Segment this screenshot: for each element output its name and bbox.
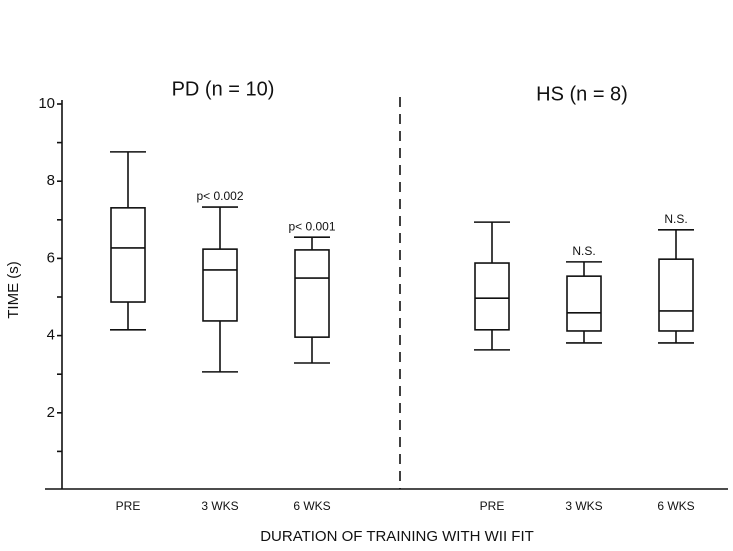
x-axis-label: DURATION OF TRAINING WITH WII FIT: [260, 528, 534, 545]
y-tick-label: 2: [47, 404, 55, 421]
y-tick-label: 10: [38, 95, 55, 112]
box: [658, 258, 694, 332]
y-axis-label: TIME (s): [5, 261, 22, 319]
annotation: p< 0.002: [196, 189, 243, 203]
group-title: PD (n = 10): [172, 78, 275, 100]
x-tick-label: PRE: [480, 499, 505, 513]
group-title: HS (n = 8): [536, 83, 628, 105]
box: [202, 248, 238, 322]
y-tick-label: 8: [47, 172, 55, 189]
x-tick-label: 6 WKS: [657, 499, 694, 513]
box: [566, 275, 602, 332]
x-tick-label: 3 WKS: [201, 499, 238, 513]
x-tick-label: 3 WKS: [565, 499, 602, 513]
y-tick-label: 6: [47, 249, 55, 266]
x-tick-label: PRE: [116, 499, 141, 513]
x-tick-label: 6 WKS: [293, 499, 330, 513]
annotation: N.S.: [572, 244, 595, 258]
annotation: N.S.: [664, 212, 687, 226]
y-tick-label: 4: [47, 327, 55, 344]
box: [110, 207, 146, 303]
box: [294, 249, 330, 338]
annotation: p< 0.001: [288, 219, 335, 233]
box: [474, 262, 510, 331]
